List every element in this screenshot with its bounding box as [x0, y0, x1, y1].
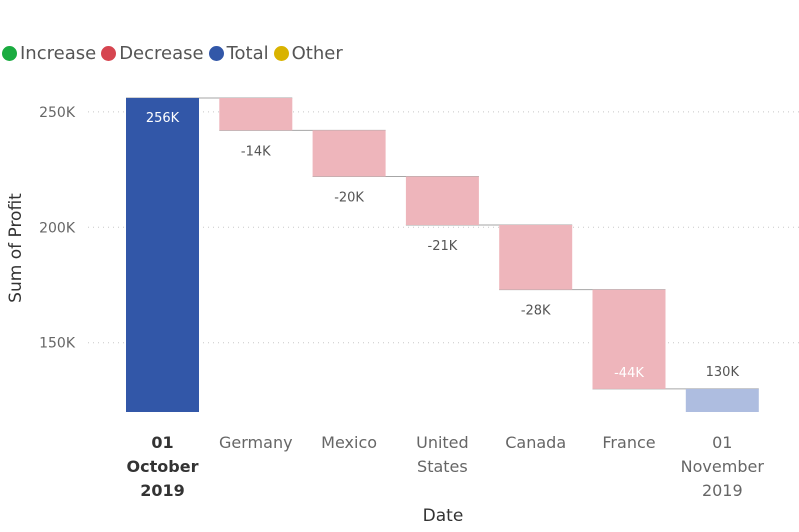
legend-item-decrease[interactable]: Decrease	[101, 43, 204, 64]
legend-label-decrease: Decrease	[119, 43, 204, 64]
chart-legend: Increase Decrease Total Other	[2, 43, 348, 64]
data-label-5: -44K	[614, 366, 644, 381]
gridlines	[88, 111, 799, 344]
data-labels: 256K -14K -20K -21K -28K -44K 130K	[146, 111, 740, 381]
x-category-label-3: United States	[416, 433, 469, 476]
y-axis-title: Sum of Profit	[6, 193, 26, 303]
data-label-2: -20K	[334, 191, 364, 206]
x-category-line: 2019	[140, 481, 185, 500]
legend-dot-other	[273, 46, 289, 61]
legend-label-increase: Increase	[20, 43, 97, 64]
x-category-label-0: 01 October 2019	[127, 433, 199, 500]
bar-3	[405, 176, 479, 225]
legend-label-total: Total	[226, 43, 269, 64]
legend-label-other: Other	[291, 43, 343, 64]
data-label-1: -14K	[241, 144, 271, 159]
bar-1	[219, 98, 293, 131]
y-tick-label: 250K	[39, 105, 76, 121]
x-category-line: Canada	[505, 433, 566, 452]
y-tick-label: 150K	[39, 336, 76, 352]
x-category-line: 01	[151, 433, 173, 452]
x-category-line: October	[127, 457, 199, 476]
legend-item-increase[interactable]: Increase	[2, 43, 96, 64]
x-category-label-6: 01 November 2019	[681, 433, 765, 500]
x-category-line: November	[681, 457, 765, 476]
x-category-line: States	[417, 457, 468, 476]
x-category-label-4: Canada	[505, 433, 566, 452]
x-category-line: Mexico	[321, 433, 377, 452]
x-axis-title: Date	[423, 506, 464, 526]
x-category-line: France	[602, 433, 655, 452]
data-label-4: -28K	[521, 304, 551, 319]
legend-dot-total	[208, 46, 224, 61]
x-category-line: 01	[712, 433, 732, 452]
legend-item-total[interactable]: Total	[208, 43, 269, 64]
legend-dot-increase	[2, 46, 17, 61]
bar-6	[685, 388, 759, 412]
legend-dot-decrease	[101, 46, 117, 61]
bar-4	[499, 224, 573, 290]
y-tick-label: 200K	[39, 220, 76, 236]
data-label-3: -21K	[428, 239, 458, 254]
bars	[126, 98, 759, 412]
bar-5	[592, 289, 666, 389]
x-category-label-1: Germany	[219, 433, 293, 452]
x-category-label-5: France	[602, 433, 655, 452]
y-axis-ticks: 150K 200K 250K	[39, 105, 76, 352]
x-category-line: United	[416, 433, 469, 452]
data-label-6: 130K	[706, 365, 740, 380]
x-category-label-2: Mexico	[321, 433, 377, 452]
data-label-0: 256K	[146, 111, 180, 126]
x-axis-categories: 01 October 2019 Germany Mexico United States Ca…	[127, 433, 765, 500]
bar-0	[126, 98, 199, 412]
x-category-line: Germany	[219, 433, 293, 452]
bar-2	[312, 130, 386, 177]
legend-item-other[interactable]: Other	[273, 43, 343, 64]
x-category-line: 2019	[702, 481, 743, 500]
